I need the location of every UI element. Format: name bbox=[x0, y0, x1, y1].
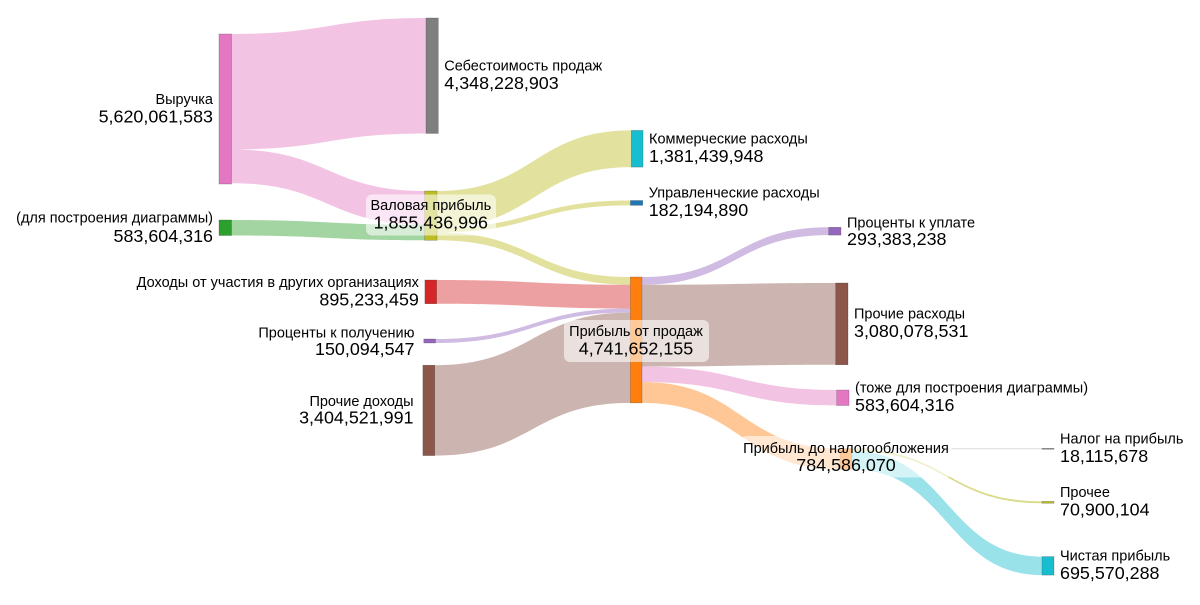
svg-text:784,586,070: 784,586,070 bbox=[796, 455, 896, 475]
svg-text:Доходы от участия в других орг: Доходы от участия в других организациях bbox=[137, 275, 420, 291]
svg-text:Чистая прибыль: Чистая прибыль bbox=[1060, 549, 1170, 565]
svg-text:293,383,238: 293,383,238 bbox=[847, 229, 947, 249]
svg-text:Прочие расходы: Прочие расходы bbox=[854, 307, 965, 323]
svg-text:Управленческие расходы: Управленческие расходы bbox=[649, 186, 820, 202]
svg-text:1,381,439,948: 1,381,439,948 bbox=[649, 146, 763, 166]
svg-text:695,570,288: 695,570,288 bbox=[1060, 563, 1160, 583]
svg-text:3,404,521,991: 3,404,521,991 bbox=[299, 408, 413, 428]
svg-text:Выручка: Выручка bbox=[155, 92, 213, 108]
svg-text:583,604,316: 583,604,316 bbox=[855, 395, 955, 415]
svg-text:70,900,104: 70,900,104 bbox=[1060, 500, 1150, 520]
svg-text:Себестоимость продаж: Себестоимость продаж bbox=[444, 59, 602, 75]
svg-text:Прибыль от продаж: Прибыль от продаж bbox=[569, 324, 703, 340]
svg-text:Проценты к получению: Проценты к получению bbox=[258, 326, 414, 342]
svg-text:4,741,652,155: 4,741,652,155 bbox=[579, 338, 693, 358]
svg-text:Проценты к уплате: Проценты к уплате bbox=[847, 215, 975, 231]
svg-text:Прочее: Прочее bbox=[1060, 485, 1110, 501]
svg-text:(тоже для построения диаграммы: (тоже для построения диаграммы) bbox=[855, 381, 1088, 397]
svg-text:895,233,459: 895,233,459 bbox=[319, 289, 419, 309]
svg-text:Валовая прибыль: Валовая прибыль bbox=[370, 198, 491, 214]
svg-text:18,115,678: 18,115,678 bbox=[1060, 446, 1148, 466]
svg-text:Прочие доходы: Прочие доходы bbox=[309, 394, 413, 410]
svg-text:150,094,547: 150,094,547 bbox=[315, 339, 415, 359]
svg-text:5,620,061,583: 5,620,061,583 bbox=[99, 106, 213, 126]
svg-text:(для построения диаграммы): (для построения диаграммы) bbox=[16, 211, 213, 227]
svg-text:583,604,316: 583,604,316 bbox=[114, 226, 214, 246]
svg-text:4,348,228,903: 4,348,228,903 bbox=[444, 73, 558, 93]
svg-text:Налог на прибыль: Налог на прибыль bbox=[1060, 432, 1183, 448]
svg-text:1,855,436,996: 1,855,436,996 bbox=[374, 212, 488, 232]
svg-text:Коммерческие расходы: Коммерческие расходы bbox=[649, 132, 808, 148]
svg-text:Прибыль до налогообложения: Прибыль до налогообложения bbox=[743, 441, 949, 457]
svg-text:3,080,078,531: 3,080,078,531 bbox=[854, 321, 968, 341]
svg-text:182,194,890: 182,194,890 bbox=[649, 200, 749, 220]
